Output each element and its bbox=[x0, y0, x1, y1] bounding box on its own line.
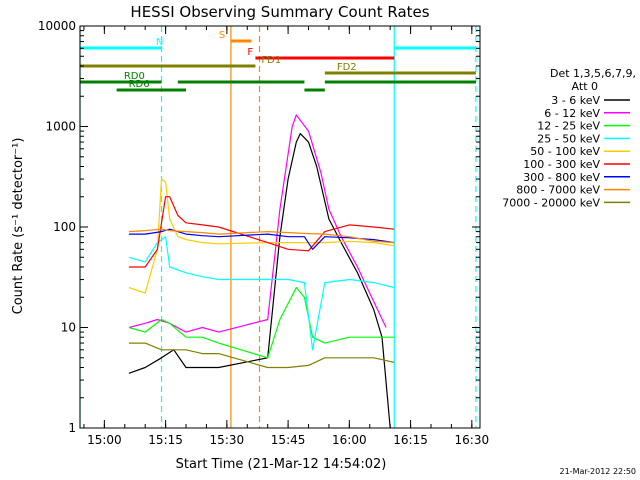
legend-entry-label: 25 - 50 keV bbox=[537, 132, 600, 145]
y-tick-label: 10000 bbox=[38, 19, 76, 33]
series-line bbox=[128, 196, 395, 268]
x-tick-label: 16:15 bbox=[393, 433, 428, 447]
series-line bbox=[128, 228, 395, 250]
chart-title: HESSI Observing Summary Count Rates bbox=[130, 3, 429, 21]
x-tick-label: 15:15 bbox=[148, 433, 183, 447]
y-tick-label: 1 bbox=[68, 421, 76, 435]
y-tick-label: 10 bbox=[61, 321, 76, 335]
flag-label: S bbox=[219, 30, 225, 41]
series-line bbox=[128, 286, 395, 359]
flag-label: N bbox=[156, 37, 163, 48]
legend-entry-label: 100 - 300 keV bbox=[523, 158, 600, 171]
y-tick-label: 100 bbox=[53, 220, 76, 234]
x-tick-label: 15:45 bbox=[271, 433, 306, 447]
x-tick-label: 16:00 bbox=[332, 433, 367, 447]
x-tick-label: 15:30 bbox=[210, 433, 245, 447]
flag-label: RD0 bbox=[124, 71, 145, 82]
legend-title: Det 1,3,5,6,7,9, bbox=[550, 67, 636, 80]
flag-label: FD1 bbox=[261, 55, 281, 66]
flag-label: F bbox=[247, 47, 253, 58]
series-line bbox=[128, 114, 387, 333]
y-tick-label: 1000 bbox=[45, 120, 76, 134]
x-axis-label: Start Time (21-Mar-12 14:54:02) bbox=[176, 457, 387, 472]
legend-entry-label: 800 - 7000 keV bbox=[516, 184, 600, 197]
y-axis-label: Count Rate (s⁻¹ detector⁻¹) bbox=[11, 138, 26, 315]
legend-entry-label: 6 - 12 keV bbox=[544, 107, 600, 120]
legend-entry-label: 50 - 100 keV bbox=[530, 145, 600, 158]
series-line bbox=[128, 178, 395, 294]
flag-label: FD2 bbox=[337, 62, 357, 73]
series-line bbox=[128, 133, 391, 429]
generated-timestamp: 21-Mar-2012 22:50 bbox=[560, 467, 637, 476]
legend-title: Att 0 bbox=[572, 80, 598, 93]
series-lines bbox=[128, 114, 395, 429]
legend-entry-label: 7000 - 20000 keV bbox=[502, 196, 600, 209]
axes: 15:00 15:15 15:30 15:45 16:00 16:15 16:30 1 10 10… bbox=[38, 19, 489, 447]
x-tick-label: 16:30 bbox=[455, 433, 490, 447]
series-line bbox=[128, 342, 395, 369]
legend-entry-label: 300 - 800 keV bbox=[523, 171, 600, 184]
series-line bbox=[128, 228, 395, 244]
legend-entry-label: 12 - 25 keV bbox=[537, 120, 600, 133]
x-tick-label: 15:00 bbox=[87, 433, 122, 447]
legend-entry-label: 3 - 6 keV bbox=[551, 94, 600, 107]
flag-label: RD6 bbox=[129, 79, 150, 90]
series-line bbox=[128, 236, 395, 351]
